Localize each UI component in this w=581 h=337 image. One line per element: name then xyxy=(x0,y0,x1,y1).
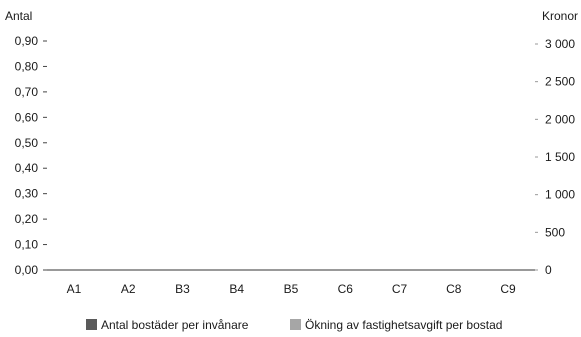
x-tick-label: A2 xyxy=(121,282,136,296)
right-axis-ticks: 0 500 1 000 1 500 2 000 2 500 3 000 xyxy=(535,37,575,277)
left-tick-label: 0,70 xyxy=(15,85,39,99)
left-tick-label: 0,20 xyxy=(15,212,39,226)
x-tick-label: B3 xyxy=(175,282,190,296)
x-tick-label: A1 xyxy=(67,282,82,296)
legend-swatch-fastighetsavgift xyxy=(290,319,301,330)
left-tick-label: 0,90 xyxy=(15,34,39,48)
legend-swatch-bostader xyxy=(86,319,97,330)
x-tick-label: C8 xyxy=(446,282,462,296)
left-tick-label: 0,30 xyxy=(15,187,39,201)
left-tick-label: 0,80 xyxy=(15,59,39,73)
right-tick-label: 3 000 xyxy=(545,37,575,51)
left-axis-ticks: 0,00 0,10 0,20 0,30 0,40 0,50 0,60 0,70 0,80 0,90 xyxy=(15,34,47,277)
left-tick-label: 0,40 xyxy=(15,161,39,175)
legend-label-bostader: Antal bostäder per invånare xyxy=(101,318,249,332)
legend-label-fastighetsavgift: Ökning av fastighetsavgift per bostad xyxy=(305,318,502,332)
x-tick-label: B4 xyxy=(229,282,244,296)
x-tick-label: C9 xyxy=(500,282,516,296)
right-tick-label: 2 000 xyxy=(545,112,575,126)
right-tick-label: 500 xyxy=(545,225,565,239)
x-axis-ticks: A1 A2 B3 B4 B5 C6 C7 C8 C9 xyxy=(67,282,516,296)
right-axis-title: Kronor xyxy=(542,9,578,23)
left-tick-label: 0,60 xyxy=(15,110,39,124)
x-tick-label: C6 xyxy=(338,282,354,296)
left-tick-label: 0,10 xyxy=(15,238,39,252)
left-tick-label: 0,00 xyxy=(15,263,39,277)
x-tick-label: C7 xyxy=(392,282,408,296)
left-tick-label: 0,50 xyxy=(15,136,39,150)
right-tick-label: 0 xyxy=(545,263,552,277)
right-tick-label: 1 500 xyxy=(545,150,575,164)
right-tick-label: 2 500 xyxy=(545,75,575,89)
x-tick-label: B5 xyxy=(284,282,299,296)
right-tick-label: 1 000 xyxy=(545,188,575,202)
legend: Antal bostäder per invånare Ökning av fa… xyxy=(86,318,502,332)
left-axis-title: Antal xyxy=(5,9,32,23)
